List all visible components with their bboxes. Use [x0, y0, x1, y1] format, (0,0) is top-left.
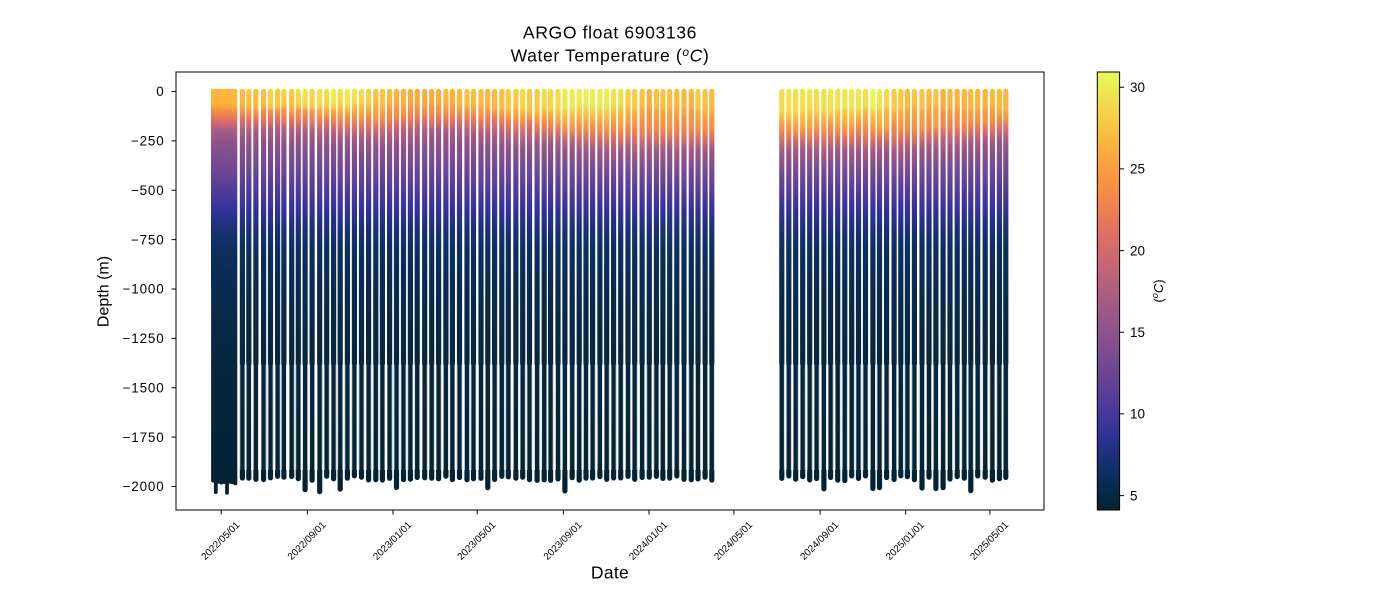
svg-text:(oC): (oC) — [1150, 279, 1166, 302]
svg-text:20: 20 — [1130, 243, 1145, 258]
svg-text:5: 5 — [1130, 488, 1138, 503]
svg-text:−2000: −2000 — [123, 479, 165, 494]
svg-text:ARGO float 6903136: ARGO float 6903136 — [523, 22, 697, 42]
svg-text:25: 25 — [1130, 162, 1145, 177]
svg-text:30: 30 — [1130, 80, 1145, 95]
svg-text:Date: Date — [591, 563, 629, 583]
svg-text:0: 0 — [156, 84, 164, 99]
svg-text:Depth (m): Depth (m) — [96, 256, 113, 327]
svg-text:−1500: −1500 — [123, 380, 165, 395]
svg-text:10: 10 — [1130, 407, 1145, 422]
svg-text:−250: −250 — [131, 134, 165, 149]
svg-text:−750: −750 — [131, 232, 165, 247]
svg-text:−500: −500 — [131, 183, 165, 198]
svg-text:15: 15 — [1130, 325, 1145, 340]
svg-text:−1250: −1250 — [123, 331, 165, 346]
svg-text:−1000: −1000 — [123, 282, 165, 297]
svg-text:−1750: −1750 — [123, 430, 165, 445]
svg-text:Water Temperature (oC): Water Temperature (oC) — [511, 45, 710, 66]
